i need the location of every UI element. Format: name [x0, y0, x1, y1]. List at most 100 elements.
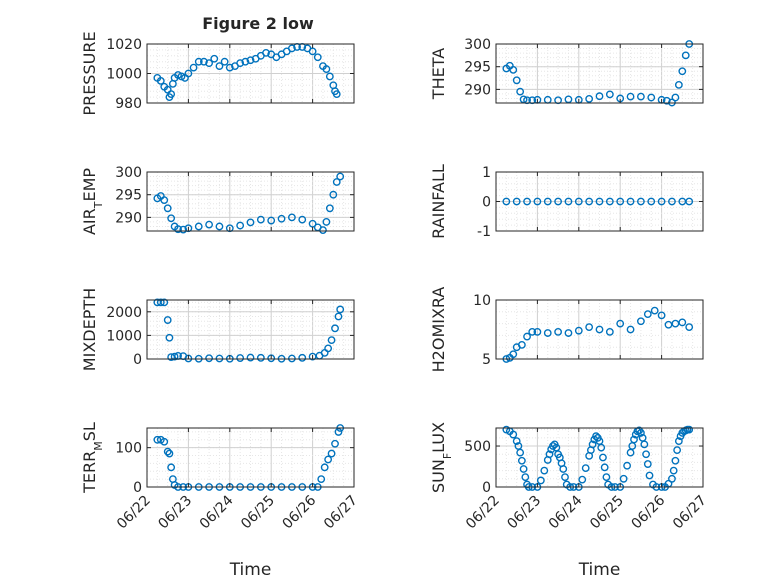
- axes-background: [496, 44, 703, 103]
- axes-box: [146, 299, 355, 360]
- data-point: [540, 466, 549, 475]
- sun-flux-panel: 0 500 06/22 06/23 06/24 06/25 06/26 06/27 SUNFLU…: [429, 422, 710, 580]
- x-tick-label: 06/26: [280, 492, 320, 532]
- data-point: [336, 172, 345, 181]
- data-point: [588, 440, 597, 449]
- data-point: [205, 220, 214, 229]
- data-point: [194, 57, 203, 66]
- data-point: [605, 197, 614, 206]
- y-tick-label: 1020: [106, 37, 142, 53]
- data-point: [236, 354, 245, 362]
- data-point: [650, 306, 659, 315]
- data-point: [517, 340, 526, 349]
- data-point: [585, 95, 594, 103]
- data-point: [308, 47, 317, 56]
- data-point: [236, 221, 245, 230]
- data-point: [619, 474, 628, 483]
- data-point: [298, 353, 307, 362]
- axes-box: [146, 427, 355, 488]
- data-point: [512, 76, 521, 85]
- data-point: [502, 197, 511, 206]
- data-point: [564, 197, 573, 206]
- data-point: [523, 332, 531, 341]
- data-point: [581, 464, 590, 473]
- data-point: [512, 437, 521, 446]
- data-point: [210, 54, 219, 63]
- data-point: [602, 473, 611, 482]
- data-point: [174, 225, 182, 234]
- data-point: [516, 448, 525, 457]
- data-point: [626, 197, 635, 206]
- data-point: [533, 197, 542, 206]
- y-axis-label: PRESSURE: [80, 31, 99, 115]
- data-point: [322, 218, 331, 226]
- data-point: [334, 428, 343, 436]
- data-point: [626, 92, 635, 101]
- data-point: [205, 59, 214, 68]
- data-point: [668, 474, 676, 483]
- data-point: [574, 197, 583, 206]
- data-point: [319, 226, 327, 234]
- data-point: [623, 461, 631, 470]
- data-point: [643, 460, 652, 468]
- data-point: [329, 190, 338, 199]
- x-tick-label: 06/22: [114, 493, 154, 533]
- data-point: [189, 63, 198, 72]
- y-axis-label: H2OMIXRA: [429, 287, 448, 373]
- data-point: [320, 463, 329, 472]
- data-point: [643, 310, 652, 319]
- data-point: [626, 325, 635, 334]
- data-point: [331, 324, 339, 333]
- x-axis-label: Time: [229, 560, 272, 580]
- data-point: [671, 93, 680, 102]
- data-point: [334, 312, 343, 321]
- data-point: [647, 93, 656, 102]
- data-point: [685, 197, 694, 206]
- data-point: [595, 92, 604, 101]
- data-point: [256, 353, 265, 362]
- data-point: [600, 463, 609, 472]
- data-point: [685, 425, 694, 434]
- data-point: [605, 90, 614, 99]
- data-point: [671, 456, 680, 465]
- data-point: [165, 449, 174, 458]
- y-axis-label: MIXDEPTH: [80, 288, 99, 371]
- data-point: [585, 323, 594, 332]
- data-point: [543, 329, 552, 337]
- y-tick-label: 980: [115, 96, 142, 112]
- data-point: [564, 329, 573, 337]
- y-tick-label: 290: [464, 82, 491, 98]
- y-tick-label: 10: [473, 293, 491, 309]
- data-point: [509, 350, 518, 359]
- data-point: [559, 465, 568, 473]
- data-point: [156, 298, 165, 307]
- x-axis-label: Time: [578, 560, 621, 580]
- data-point: [165, 333, 174, 342]
- x-tick-label: 06/23: [155, 493, 195, 533]
- y-tick-label: 290: [115, 210, 142, 226]
- data-point: [585, 197, 594, 206]
- data-point: [167, 214, 176, 223]
- data-point: [313, 53, 322, 62]
- data-point: [509, 65, 518, 74]
- data-point: [674, 80, 683, 89]
- data-point: [336, 305, 345, 314]
- data-point: [554, 327, 562, 336]
- data-point: [262, 48, 270, 57]
- y-tick-label: 1000: [106, 67, 142, 83]
- data-point: [685, 323, 694, 332]
- axes-background: [147, 428, 354, 487]
- axes-box: [495, 43, 704, 104]
- data-point: [179, 225, 188, 234]
- y-tick-label: 500: [464, 439, 491, 455]
- axes-box: [146, 171, 355, 232]
- data-point: [256, 215, 265, 224]
- y-axis-label: TERRMSL: [80, 422, 105, 494]
- data-point: [236, 59, 245, 68]
- pressure-panel: 980 1000 1020 PRESSURE: [80, 31, 355, 116]
- air-temp-panel: 290 295 300 AIRTEMP: [80, 165, 355, 235]
- data-point: [528, 327, 537, 336]
- y-axis-label: RAINFALL: [429, 164, 448, 239]
- data-point: [597, 443, 606, 452]
- x-tick-label: 06/25: [587, 493, 627, 533]
